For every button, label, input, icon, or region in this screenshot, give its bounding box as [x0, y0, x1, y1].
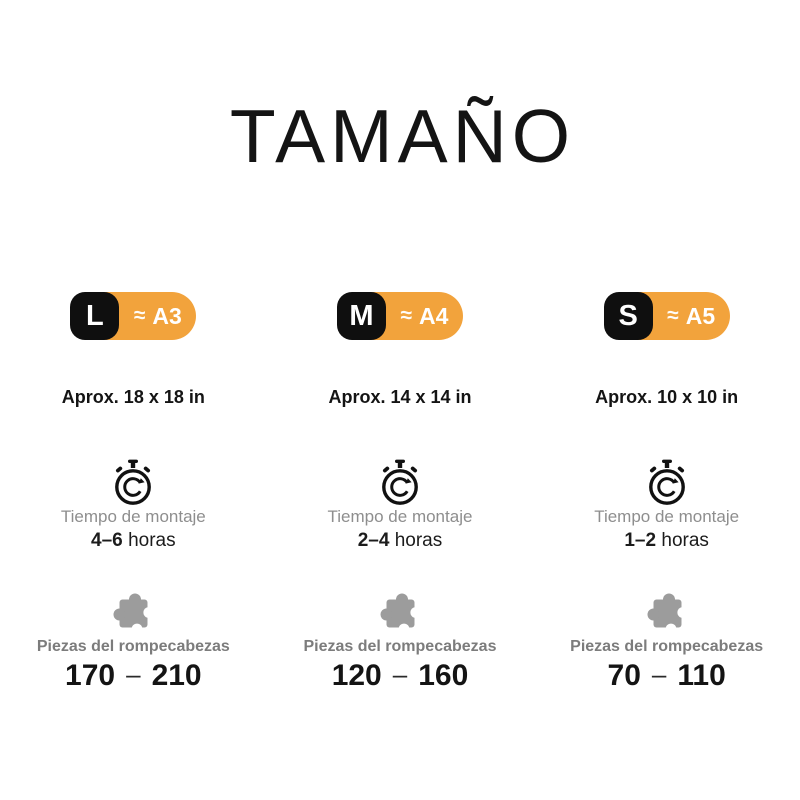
pieces-min: 120 — [331, 659, 382, 693]
pieces-label: Piezas del rompecabezas — [303, 637, 497, 655]
approx-symbol: ≈ — [667, 303, 679, 327]
pieces-dash: – — [651, 658, 667, 689]
assembly-time-label: Tiempo de montaje — [594, 506, 740, 526]
badge-paper-size: ≈ A5 — [653, 292, 730, 340]
size-letter: S — [618, 299, 638, 332]
puzzle-piece-icon — [380, 593, 422, 635]
paper-size-label: A3 — [152, 302, 182, 329]
page-title: TAMAÑO — [229, 94, 576, 178]
puzzle-piece-icon — [113, 593, 155, 635]
paper-size-label: A5 — [685, 302, 716, 329]
time-range: 4–6 — [91, 530, 123, 552]
badge-paper-size: ≈ A4 — [386, 292, 463, 340]
pieces-min: 70 — [607, 659, 641, 693]
time-unit: horas — [394, 530, 443, 552]
size-letter-badge: L — [70, 292, 120, 340]
pieces-range: 120 – 160 — [332, 659, 469, 692]
approx-symbol: ≈ — [400, 303, 413, 327]
time-unit: horas — [661, 530, 709, 552]
pieces-dash: – — [126, 658, 141, 689]
size-badge: M ≈ A4 — [336, 292, 463, 340]
pieces-label: Piezas del rompecabezas — [570, 637, 764, 655]
time-range: 1–2 — [624, 530, 657, 552]
dimensions-text: Aprox. 14 x 14 in — [328, 387, 472, 407]
size-letter-badge: S — [603, 292, 653, 340]
puzzle-piece-icon — [647, 593, 688, 635]
size-badge: L ≈ A3 — [70, 292, 197, 340]
dimensions-text: Aprox. 18 x 18 in — [61, 387, 205, 407]
assembly-time-value: 4–6 horas — [91, 530, 176, 552]
assembly-time-label: Tiempo de montaje — [60, 506, 206, 526]
size-column-l: L ≈ A3 Aprox. 18 x 18 in Tiempo de monta… — [0, 292, 267, 692]
time-unit: horas — [128, 530, 176, 552]
stopwatch-icon — [380, 458, 420, 505]
size-badge: S ≈ A5 — [603, 292, 730, 340]
pieces-max: 110 — [677, 659, 726, 693]
size-letter: M — [349, 299, 374, 332]
size-column-m: M ≈ A4 Aprox. 14 x 14 in Tiempo de monta… — [267, 292, 534, 692]
dimensions-text: Aprox. 10 x 10 in — [595, 387, 739, 407]
pieces-dash: – — [392, 658, 408, 689]
approx-symbol: ≈ — [133, 303, 146, 327]
pieces-label: Piezas del rompecabezas — [36, 637, 230, 655]
paper-size-label: A4 — [419, 302, 449, 329]
size-column-s: S ≈ A5 Aprox. 10 x 10 in Tiempo de monta… — [533, 292, 800, 692]
assembly-time-label: Tiempo de montaje — [327, 506, 473, 526]
size-letter-badge: M — [336, 292, 386, 340]
pieces-max: 210 — [151, 659, 202, 693]
pieces-range: 170 – 210 — [65, 659, 202, 692]
assembly-time-value: 1–2 horas — [624, 530, 709, 552]
stopwatch-icon — [113, 458, 153, 505]
size-letter: L — [85, 299, 104, 332]
size-columns: L ≈ A3 Aprox. 18 x 18 in Tiempo de monta… — [0, 292, 800, 692]
stopwatch-icon — [647, 458, 687, 505]
pieces-min: 170 — [65, 659, 116, 693]
badge-paper-size: ≈ A3 — [119, 292, 196, 340]
pieces-range: 70 – 110 — [608, 659, 726, 692]
time-range: 2–4 — [357, 530, 390, 552]
assembly-time-value: 2–4 horas — [358, 530, 443, 552]
pieces-max: 160 — [418, 659, 469, 693]
